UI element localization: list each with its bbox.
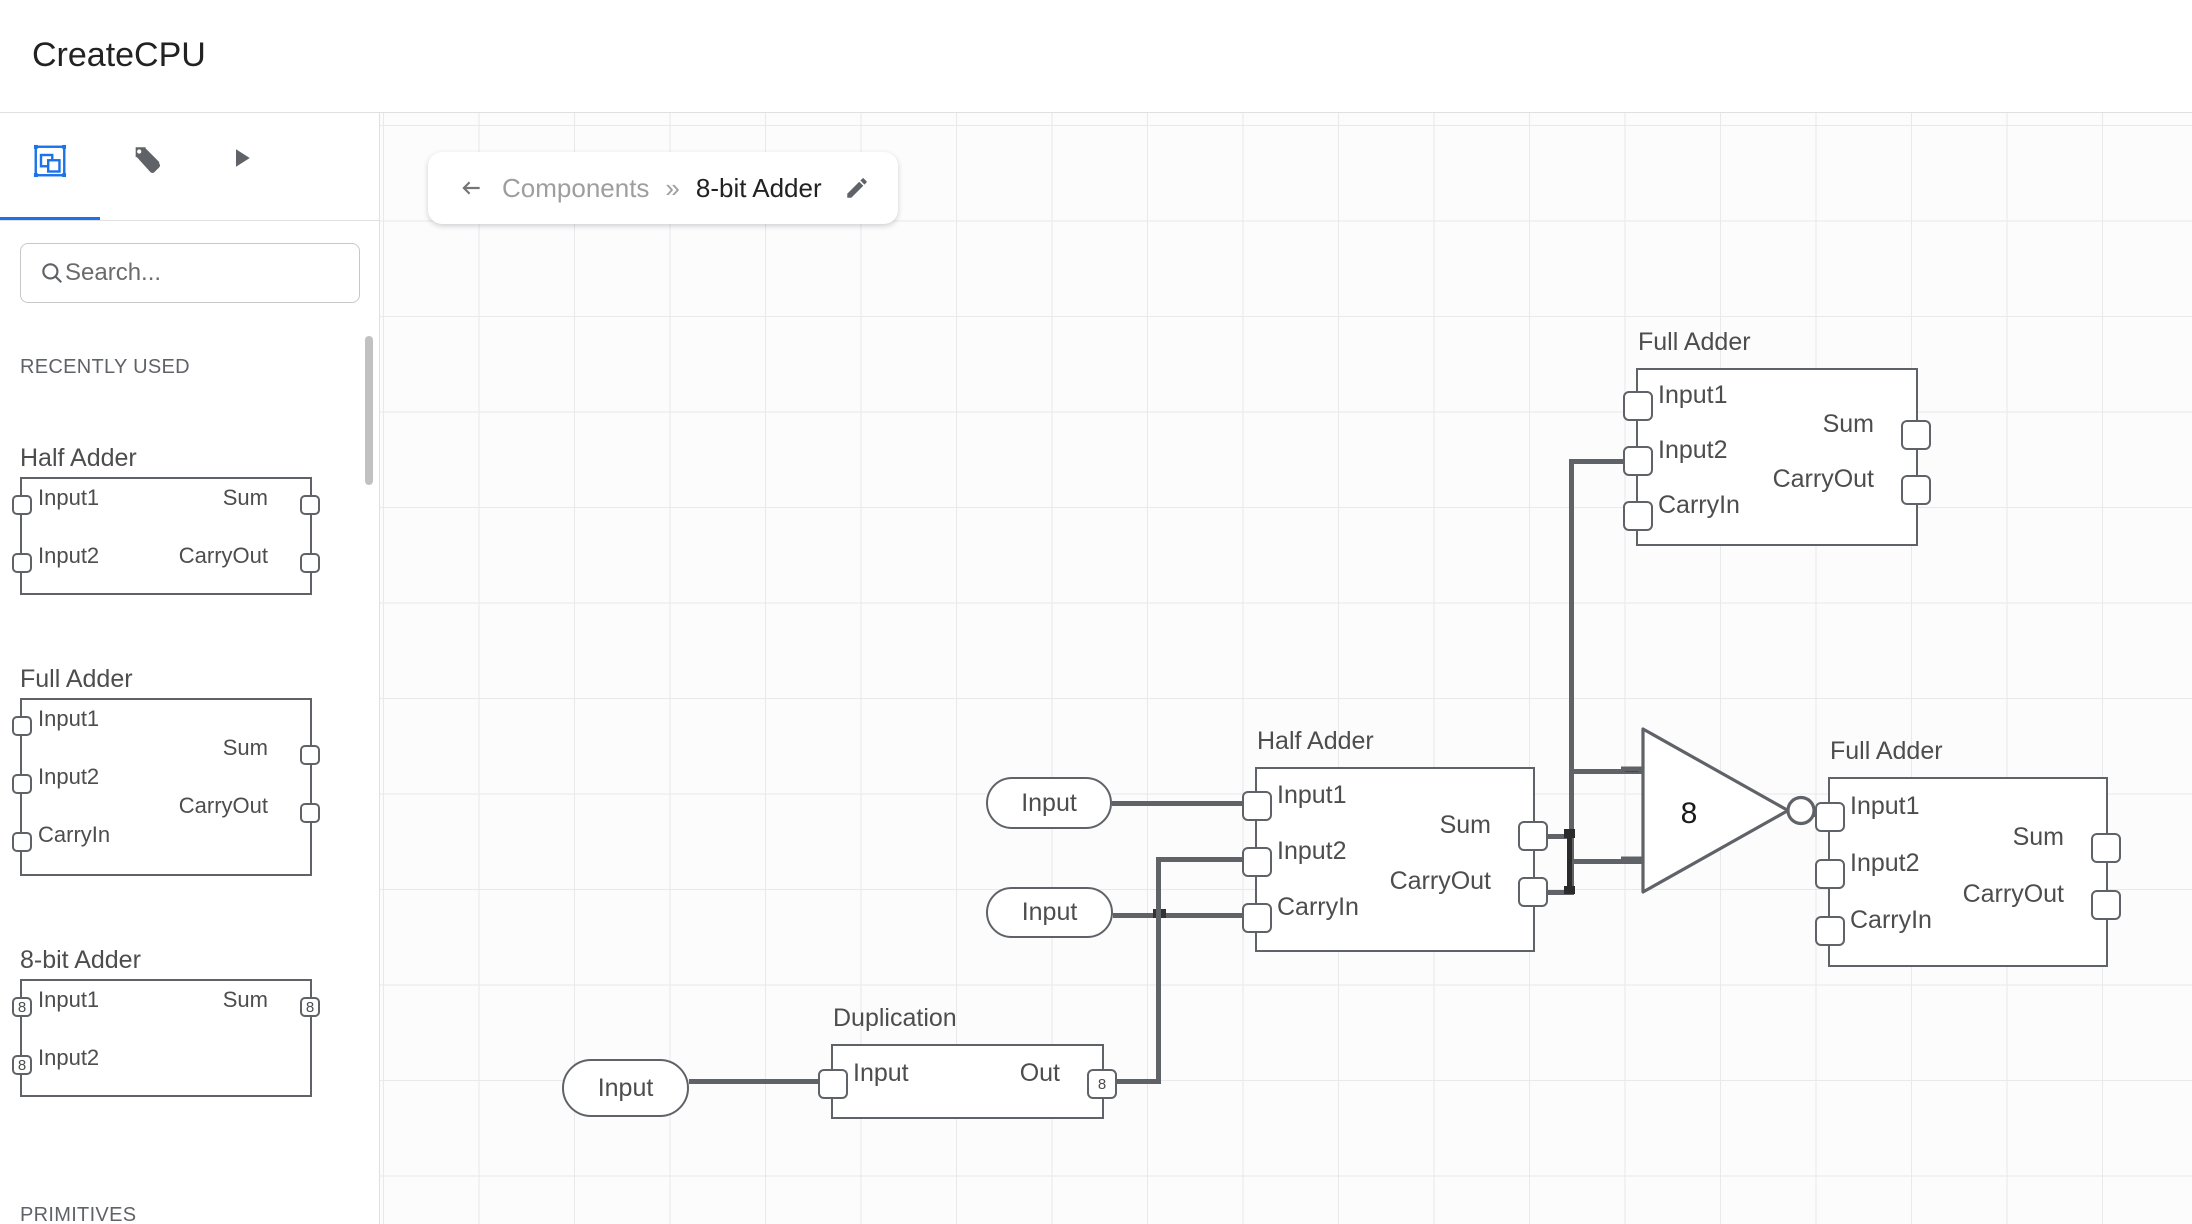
svg-text:8: 8: [1681, 797, 1698, 830]
